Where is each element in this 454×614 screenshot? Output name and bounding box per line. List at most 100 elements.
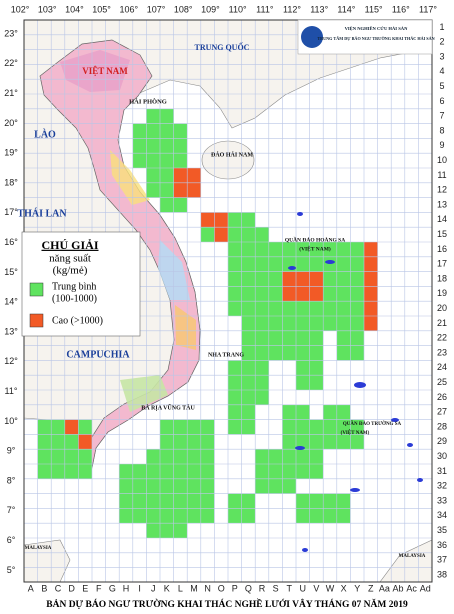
medium-yield-cell	[296, 375, 310, 390]
medium-yield-cell	[350, 330, 364, 346]
province	[60, 50, 130, 92]
medium-yield-cell	[78, 464, 92, 479]
medium-yield-cell	[282, 242, 296, 257]
place-name: LÀO	[34, 128, 56, 140]
medium-yield-cell	[255, 478, 269, 494]
column-label: C	[55, 583, 62, 593]
island	[354, 382, 366, 388]
high-yield-cell	[309, 286, 324, 302]
medium-yield-cell	[241, 256, 256, 272]
medium-yield-cell	[309, 345, 324, 361]
medium-yield-cell	[241, 242, 256, 257]
medium-yield-cell	[228, 212, 242, 228]
high-yield-cell	[214, 227, 228, 242]
longitude-label: 102°	[11, 4, 30, 14]
high-yield-cell	[364, 256, 378, 272]
medium-yield-cell	[309, 375, 324, 390]
medium-yield-cell	[132, 493, 147, 509]
medium-yield-cell	[296, 493, 310, 509]
medium-yield-cell	[282, 464, 296, 479]
medium-yield-cell	[51, 449, 65, 464]
row-label: 11	[437, 170, 446, 180]
row-label: 4	[439, 66, 444, 76]
medium-yield-cell	[37, 464, 52, 479]
medium-yield-cell	[350, 316, 364, 331]
high-yield-cell	[282, 286, 296, 302]
column-label: Q	[245, 583, 252, 593]
medium-yield-cell	[323, 419, 337, 435]
medium-yield-cell	[323, 493, 337, 509]
medium-yield-cell	[200, 434, 215, 450]
longitude-label: 117°	[419, 4, 437, 14]
high-yield-cell	[214, 212, 228, 228]
medium-yield-cell	[160, 464, 174, 479]
medium-yield-cell	[336, 286, 351, 302]
medium-yield-cell	[241, 375, 256, 390]
place-name: HẢI PHÒNG	[129, 97, 167, 105]
medium-yield-cell	[51, 434, 65, 450]
medium-yield-cell	[268, 271, 283, 287]
column-label: A	[28, 583, 34, 593]
medium-yield-cell	[132, 478, 147, 494]
place-name: MALAYSIA	[25, 546, 52, 551]
medium-yield-cell	[268, 301, 283, 316]
column-label: V	[313, 583, 319, 593]
medium-yield-cell	[132, 508, 147, 524]
medium-yield-cell	[323, 316, 337, 331]
islands	[288, 212, 423, 552]
medium-yield-cell	[187, 508, 201, 524]
medium-yield-cell	[241, 316, 256, 331]
medium-yield-cell	[336, 242, 351, 257]
island	[407, 443, 413, 447]
medium-yield-cell	[309, 360, 324, 376]
high-yield-cell	[173, 182, 188, 198]
medium-yield-cell	[323, 242, 337, 257]
medium-yield-cell	[282, 301, 296, 316]
medium-yield-cell	[336, 419, 351, 435]
legend-subheading: năng suất	[49, 253, 91, 265]
row-label: 28	[437, 421, 447, 431]
medium-yield-cell	[78, 419, 92, 435]
medium-yield-cell	[268, 316, 283, 331]
medium-yield-cell	[187, 464, 201, 479]
legend-label: Cao (>1000)	[52, 315, 103, 326]
high-yield-cell	[187, 182, 201, 198]
medium-yield-cell	[336, 256, 351, 272]
medium-yield-cell	[146, 123, 160, 139]
high-yield-cell	[364, 316, 378, 331]
medium-yield-cell	[296, 301, 310, 316]
medium-yield-cell	[146, 138, 160, 154]
medium-yield-cell	[160, 508, 174, 524]
row-label: 13	[437, 199, 447, 209]
row-label: 36	[437, 540, 447, 550]
latitude-label: 9°	[7, 446, 16, 456]
row-label: 23	[437, 347, 447, 357]
medium-yield-cell	[350, 345, 364, 361]
province	[120, 375, 168, 412]
longitude-label: 108°	[174, 4, 193, 14]
medium-yield-cell	[296, 242, 310, 257]
medium-yield-cell	[119, 464, 133, 479]
longitude-label: 115°	[365, 4, 383, 14]
legend-label: Trung bình	[52, 281, 96, 292]
medium-yield-cell	[296, 449, 310, 464]
latitude-label: 19°	[4, 148, 18, 158]
medium-yield-cell	[160, 168, 174, 183]
medium-yield-cell	[309, 256, 324, 272]
medium-yield-cell	[64, 449, 79, 464]
row-label: 16	[437, 244, 447, 254]
column-label: T	[286, 583, 292, 593]
medium-yield-cell	[200, 464, 215, 479]
medium-yield-cell	[336, 330, 351, 346]
medium-yield-cell	[160, 197, 174, 213]
place-name: CAMPUCHIA	[66, 349, 130, 360]
column-label: U	[300, 583, 307, 593]
medium-yield-cell	[228, 404, 242, 420]
medium-yield-cell	[241, 360, 256, 376]
row-label: 7	[439, 111, 444, 121]
medium-yield-cell	[309, 449, 324, 464]
column-label: M	[190, 583, 198, 593]
medium-yield-cell	[146, 449, 160, 464]
medium-yield-cell	[255, 301, 269, 316]
